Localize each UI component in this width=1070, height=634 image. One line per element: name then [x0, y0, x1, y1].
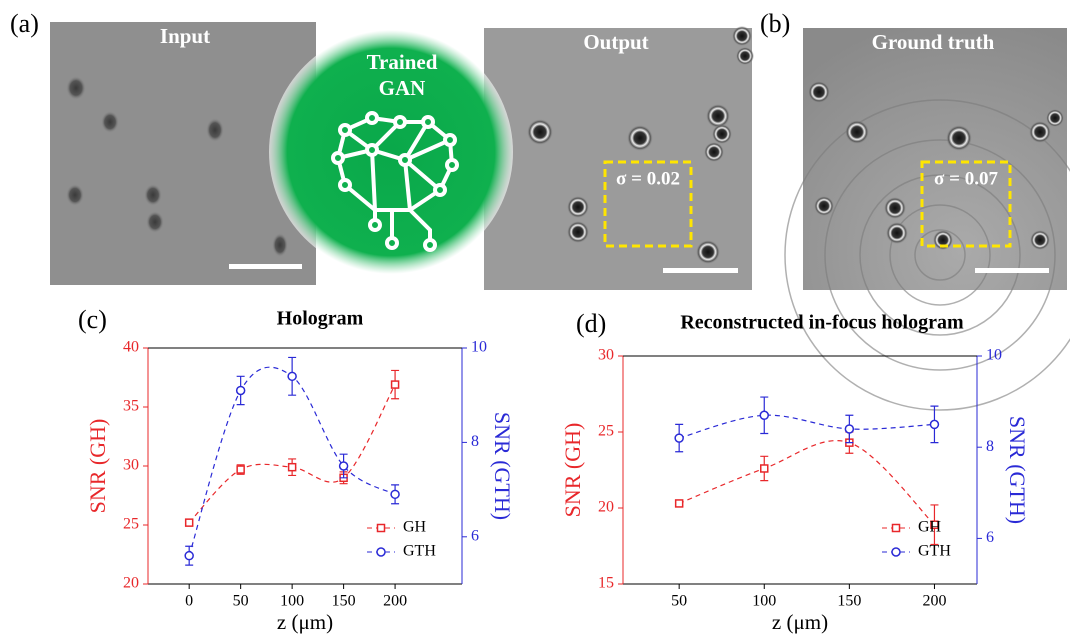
x-tick-label: 50 — [671, 593, 687, 610]
y2-axis-label: SNR (GTH) — [1005, 416, 1030, 524]
y-tick-label: 35 — [123, 398, 139, 415]
ground-truth-image — [785, 28, 1070, 410]
legend-label: GTH — [918, 543, 951, 560]
y-tick-label: 20 — [598, 499, 614, 516]
marker — [186, 519, 193, 526]
image-title: Ground truth — [872, 30, 995, 54]
y-tick-label: 25 — [598, 423, 614, 440]
y2-tick-label: 6 — [471, 527, 479, 544]
y2-axis-label: SNR (GTH) — [490, 412, 515, 520]
marker — [340, 462, 348, 470]
output-image — [484, 26, 754, 290]
chart-title: Reconstructed in-focus hologram — [680, 312, 964, 334]
sigma-label: σ = 0.07 — [934, 168, 998, 189]
legend-label: GTH — [403, 543, 436, 560]
marker — [845, 425, 853, 433]
y2-tick-label: 8 — [471, 433, 479, 450]
marker — [391, 490, 399, 498]
x-axis-label: z (μm) — [772, 610, 828, 634]
marker — [392, 381, 399, 388]
marker — [288, 372, 296, 380]
chart-title: Hologram — [277, 308, 364, 330]
marker — [289, 464, 296, 471]
marker — [760, 411, 768, 419]
marker — [761, 465, 768, 472]
x-axis-label: z (μm) — [277, 610, 333, 634]
y-tick-label: 15 — [598, 575, 614, 592]
marker — [185, 552, 193, 560]
figure: (a) Input Trained GAN Output σ = 0.02 (b… — [0, 0, 1070, 634]
sigma-label: σ = 0.02 — [616, 168, 680, 189]
marker — [237, 466, 244, 473]
panel-label: (a) — [10, 9, 39, 38]
series-line — [189, 385, 395, 523]
chart: (d) Reconstructed in-focus hologram 50 100 1… — [560, 309, 1030, 634]
legend-marker — [893, 525, 900, 532]
y-tick-label: 30 — [123, 457, 139, 474]
legend-marker — [377, 548, 385, 556]
y2-tick-label: 10 — [471, 339, 487, 356]
legend-marker — [378, 525, 385, 532]
series-line — [679, 441, 934, 525]
x-tick-label: 100 — [752, 593, 776, 610]
chart: (c) Hologram 0 50 100 150 200 20 25 30 35 40 6 8 10 z (… — [78, 305, 515, 634]
y-tick-label: 25 — [123, 516, 139, 533]
x-tick-label: 200 — [922, 593, 946, 610]
y-axis-label: SNR (GH) — [85, 419, 110, 514]
gan-title: Trained — [367, 50, 438, 74]
image-title: Input — [160, 24, 210, 48]
panel-label: (c) — [78, 305, 107, 334]
series-line — [679, 415, 934, 438]
marker — [675, 434, 683, 442]
marker — [237, 386, 245, 394]
marker — [930, 420, 938, 428]
y2-tick-label: 10 — [986, 347, 1002, 364]
legend-label: GH — [403, 519, 427, 536]
marker — [676, 500, 683, 507]
y2-tick-label: 8 — [986, 438, 994, 455]
panel-label: (d) — [576, 309, 606, 338]
x-tick-label: 200 — [383, 593, 407, 610]
legend-label: GH — [918, 519, 942, 536]
y-tick-label: 30 — [598, 347, 614, 364]
x-tick-label: 150 — [837, 593, 861, 610]
x-tick-label: 0 — [185, 593, 193, 610]
y2-tick-label: 6 — [986, 529, 994, 546]
y-tick-label: 40 — [123, 339, 139, 356]
x-tick-label: 50 — [233, 593, 249, 610]
image-title: Output — [583, 30, 648, 54]
panel-label: (b) — [760, 9, 790, 38]
legend-marker — [892, 548, 900, 556]
gan-title: GAN — [379, 76, 426, 100]
x-tick-label: 100 — [280, 593, 304, 610]
x-tick-label: 150 — [332, 593, 356, 610]
y-axis-label: SNR (GH) — [560, 423, 585, 518]
y-tick-label: 20 — [123, 575, 139, 592]
